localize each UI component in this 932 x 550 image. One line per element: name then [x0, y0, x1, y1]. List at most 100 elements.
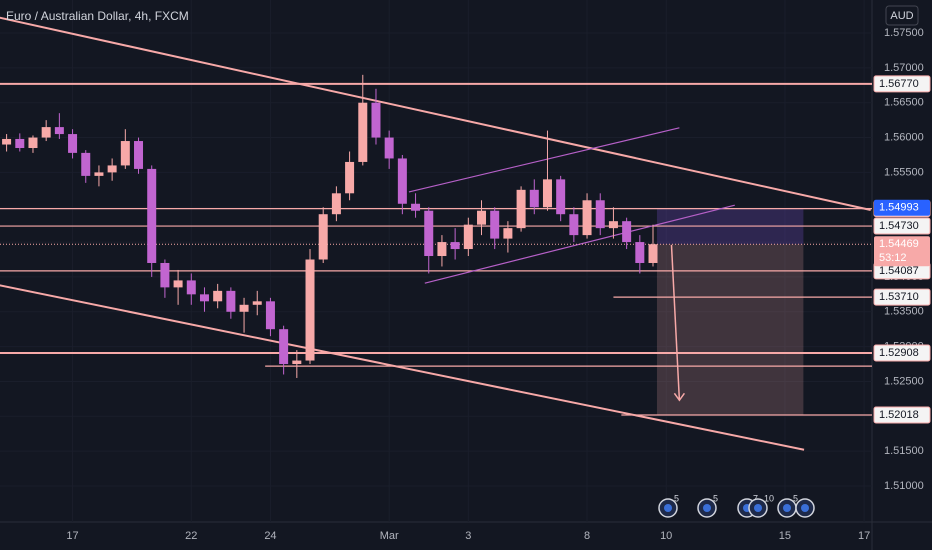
- candle-body: [384, 137, 394, 159]
- candle-body: [424, 210, 434, 257]
- candle-body: [199, 294, 209, 302]
- candle-body: [318, 214, 328, 260]
- trend-line: [0, 16, 871, 212]
- candle-body: [107, 165, 117, 173]
- currency-button[interactable]: [885, 5, 919, 26]
- candle-body: [15, 138, 25, 149]
- candle-body: [213, 290, 223, 302]
- y-tick-label: 1.57000: [884, 62, 924, 74]
- event-count: 5: [793, 493, 798, 503]
- y-tick-label: 1.56000: [884, 131, 924, 143]
- candle-body: [516, 189, 526, 229]
- y-tick-label: 1.52500: [884, 375, 924, 387]
- last-price-label: 1.54469: [879, 238, 919, 250]
- candle-body: [252, 301, 262, 305]
- candle-body: [635, 242, 645, 263]
- candle-body: [94, 172, 104, 176]
- candle-body: [160, 262, 170, 288]
- candle-body: [120, 141, 130, 166]
- level-tag: [873, 288, 931, 306]
- candle-body: [81, 152, 91, 176]
- event-marker-inner: [703, 504, 711, 512]
- candle-body: [2, 138, 12, 145]
- y-tick-label: 1.57500: [884, 27, 924, 39]
- arrow-head: [673, 392, 686, 402]
- y-tick-label: 1.51000: [884, 480, 924, 492]
- candle-body: [529, 189, 539, 208]
- level-tag: [873, 217, 931, 235]
- candle-body: [134, 141, 144, 169]
- level-tag: [873, 75, 931, 93]
- event-count: 7: [753, 493, 758, 503]
- chart-title: Euro / Australian Dollar, 4h, FXCM: [6, 9, 189, 23]
- candle-body: [463, 224, 473, 250]
- candle-body: [279, 329, 289, 365]
- candle-body: [292, 360, 302, 365]
- level-tag-label: 1.52018: [879, 409, 919, 421]
- candle-body: [450, 242, 460, 250]
- event-count: 5: [674, 493, 679, 503]
- candle-body: [147, 168, 157, 263]
- x-tick-label: 17: [66, 530, 78, 542]
- candle-body: [622, 221, 632, 243]
- candle-body: [437, 242, 447, 257]
- x-tick-label: 3: [465, 530, 471, 542]
- level-tag-label: 1.54087: [879, 265, 919, 277]
- candle-body: [41, 127, 51, 138]
- x-tick-label: 22: [185, 530, 197, 542]
- ask-tag: [874, 199, 930, 216]
- level-tag: [873, 406, 931, 424]
- level-tag-label: 1.56770: [879, 78, 919, 90]
- x-tick-label: 10: [660, 530, 672, 542]
- x-tick-label: 24: [264, 530, 276, 542]
- candle-body: [226, 290, 236, 312]
- candle-body: [411, 203, 421, 211]
- arrow-line: [670, 244, 681, 401]
- event-marker-inner: [664, 504, 672, 512]
- x-tick-label: Mar: [380, 530, 399, 542]
- candle-body: [397, 158, 407, 204]
- axes: 1.575001.570001.565001.560001.555001.550…: [66, 27, 931, 542]
- y-tick-label: 1.51500: [884, 445, 924, 457]
- y-tick-label: 1.53500: [884, 306, 924, 318]
- level-tag-label: 1.52908: [879, 347, 919, 359]
- countdown-label: 53:12: [879, 252, 907, 264]
- candle-body: [490, 210, 500, 239]
- candle-body: [265, 301, 275, 330]
- candle-body: [542, 179, 552, 208]
- level-tag-label: 1.54730: [879, 220, 919, 232]
- candle-body: [305, 259, 315, 361]
- event-marker-inner: [754, 504, 762, 512]
- y-tick-label: 1.56500: [884, 97, 924, 109]
- candle-body: [345, 161, 355, 194]
- level-tag-label: 1.53710: [879, 291, 919, 303]
- event-count: 10: [764, 493, 774, 503]
- level-tag: [873, 344, 931, 362]
- candle-body: [595, 200, 605, 229]
- candle-body: [331, 193, 341, 215]
- x-tick-label: 8: [584, 530, 590, 542]
- candle-body: [239, 304, 249, 312]
- candle-body: [28, 137, 38, 149]
- trend-line: [408, 127, 680, 193]
- x-tick-label: 15: [779, 530, 791, 542]
- event-marker-inner: [783, 504, 791, 512]
- candle-body: [68, 134, 78, 153]
- trend-line: [0, 284, 805, 451]
- ask-tag-label: 1.54993: [879, 202, 919, 214]
- candle-body: [173, 280, 183, 288]
- candle-body: [582, 200, 592, 236]
- plot: 5 5 7 10 5: [0, 16, 872, 518]
- candle-body: [569, 214, 579, 236]
- y-tick-label: 1.55500: [884, 166, 924, 178]
- target-zone: [656, 244, 804, 416]
- candle-body: [358, 102, 368, 162]
- last-price-tag: [874, 236, 930, 267]
- x-tick-label: 17: [858, 530, 870, 542]
- candle-body: [503, 228, 513, 239]
- candle-body: [556, 179, 566, 215]
- candle-body: [54, 127, 64, 135]
